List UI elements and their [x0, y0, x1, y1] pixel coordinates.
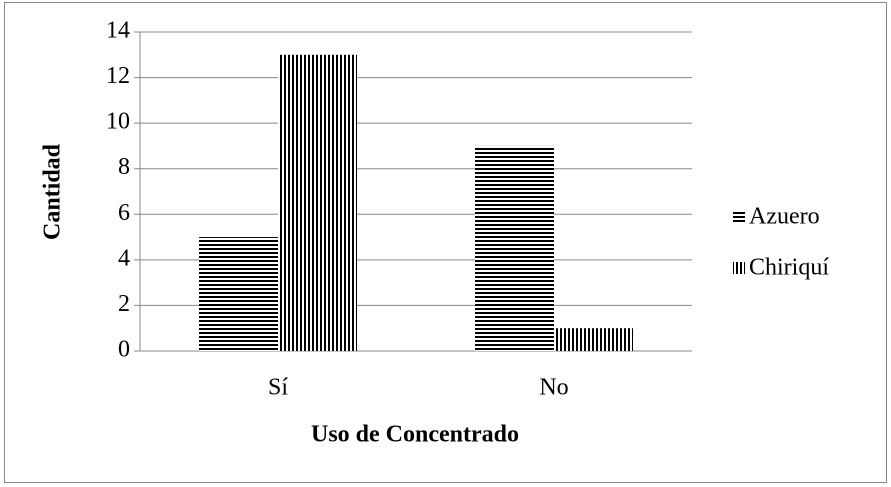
- y-axis-label: Cantidad: [40, 143, 66, 240]
- frame: [4, 2, 887, 483]
- x-axis-label: Uso de Concentrado: [311, 422, 519, 448]
- bar: [554, 328, 633, 351]
- y-tick-label: 10: [106, 109, 130, 135]
- y-tick-label: 6: [118, 200, 130, 226]
- y-tick-label: 0: [118, 337, 130, 363]
- y-tick-label: 2: [118, 291, 130, 317]
- legend-label: Chiriquí: [749, 255, 829, 281]
- y-tick-label: 4: [118, 245, 130, 271]
- x-tick-label: Sí: [268, 375, 288, 401]
- y-tick-label: 12: [106, 63, 130, 89]
- legend-swatch: [733, 262, 745, 274]
- legend-swatch: [733, 211, 745, 223]
- bar: [475, 145, 554, 351]
- y-tick-label: 8: [118, 154, 130, 180]
- legend-label: Azuero: [749, 204, 820, 230]
- bar: [278, 54, 357, 352]
- bar: [199, 237, 278, 351]
- x-tick-label: No: [539, 375, 568, 401]
- y-tick-label: 14: [106, 18, 130, 44]
